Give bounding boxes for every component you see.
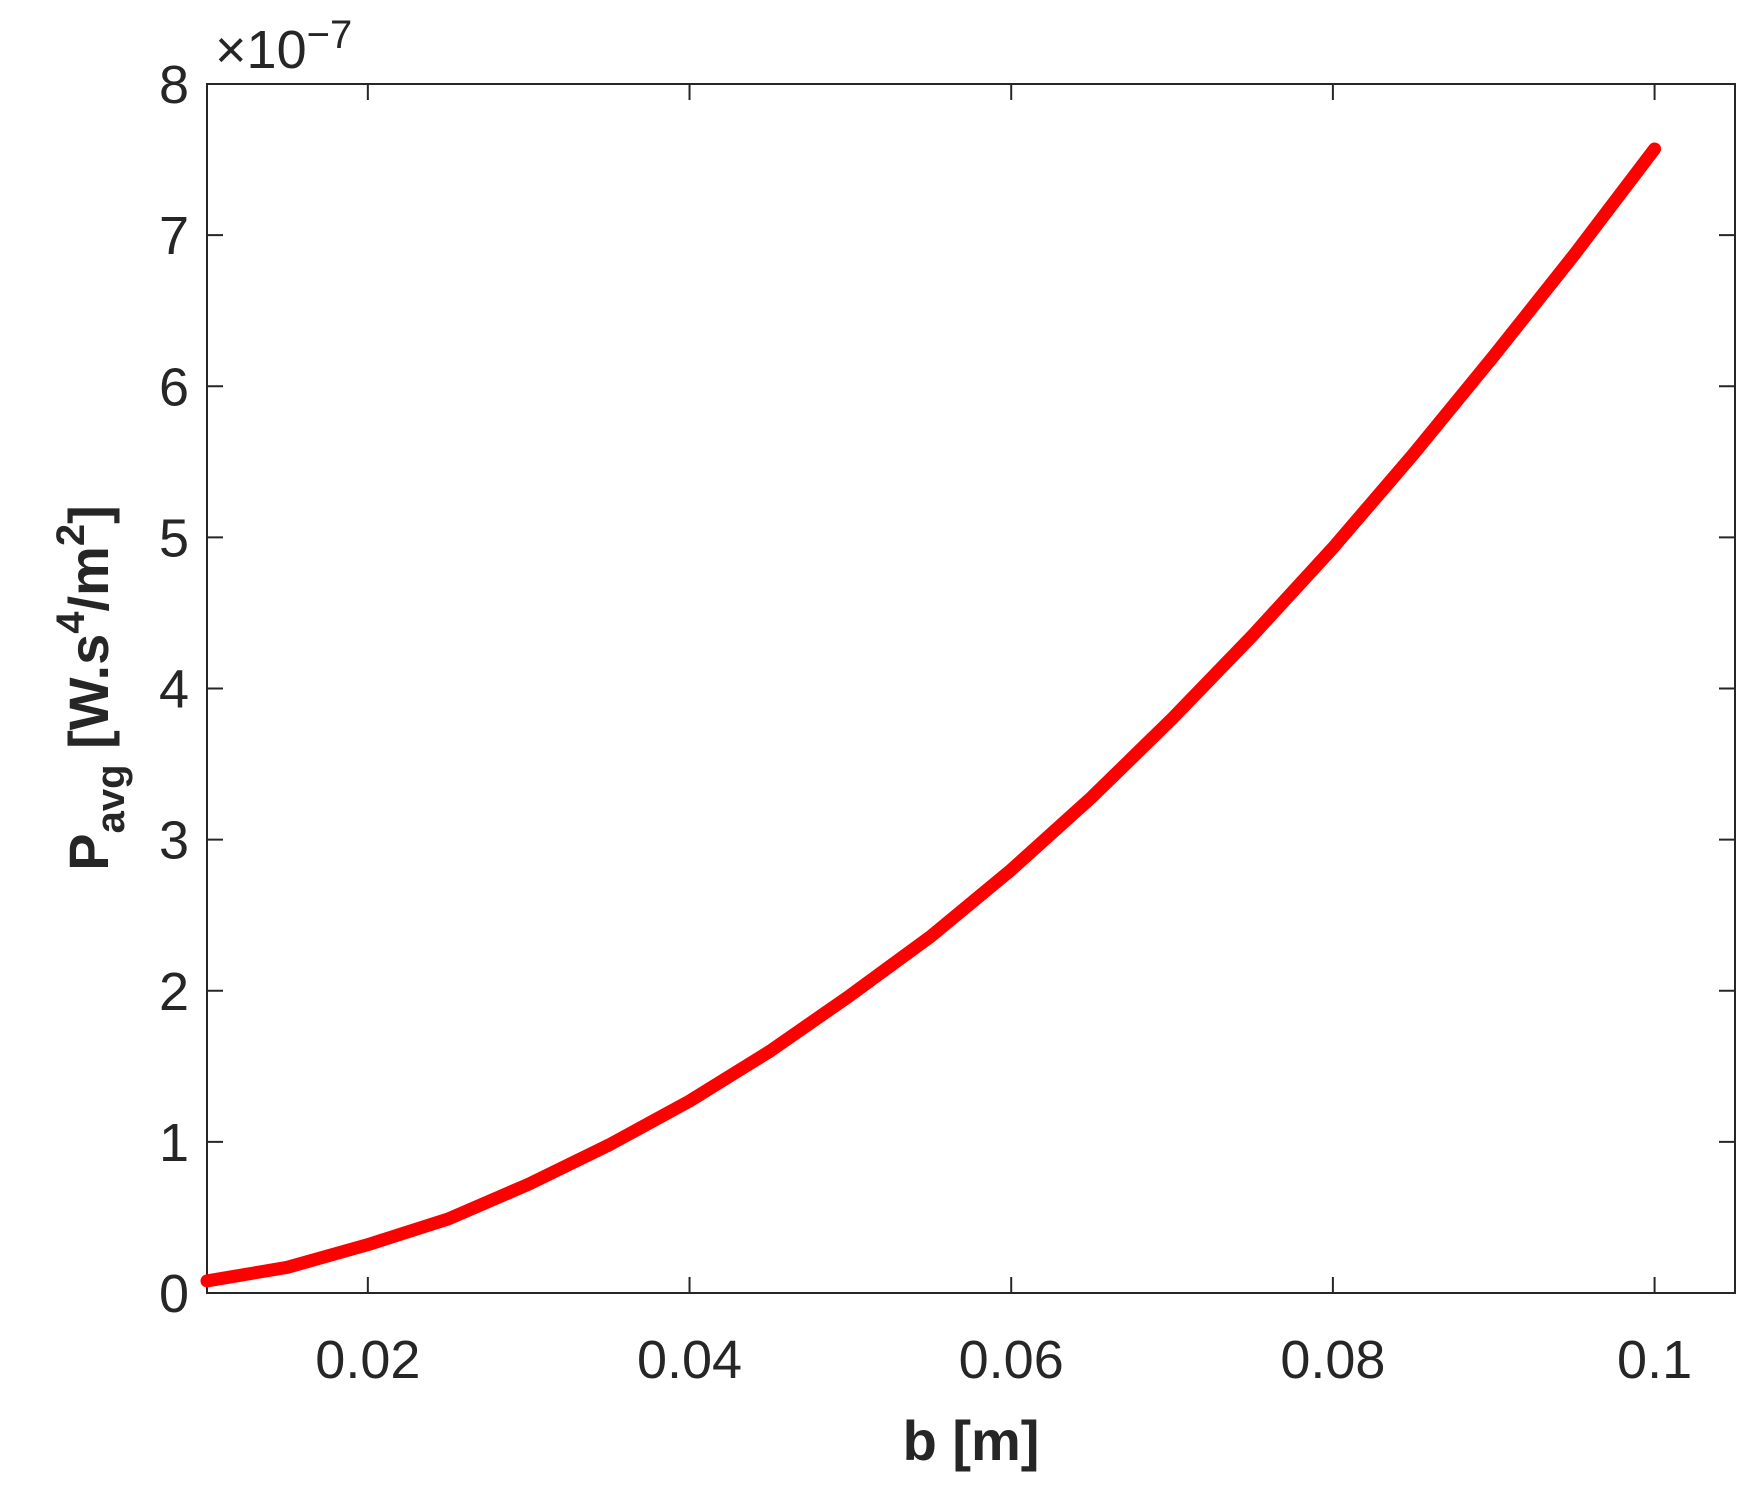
- x-tick-label: 0.1: [1617, 1330, 1692, 1390]
- y-label-part: 4: [49, 611, 93, 634]
- y-label-part: [W.s: [57, 634, 120, 765]
- multiplier-base: ×10: [215, 20, 307, 80]
- data-line: [200, 142, 1662, 1288]
- y-tick-label: 0: [159, 1264, 189, 1324]
- y-tick-label: 4: [159, 660, 189, 720]
- y-label-part: P: [57, 833, 120, 870]
- multiplier-exponent: −7: [307, 13, 353, 57]
- x-tick-label: 0.08: [1280, 1330, 1385, 1390]
- y-axis-label: Pavg [W.s4/m2]: [49, 505, 133, 871]
- y-label-part: 2: [49, 524, 93, 546]
- x-tick-label: 0.02: [315, 1330, 420, 1390]
- y-label-part: ]: [57, 505, 120, 524]
- y-tick-label: 8: [159, 55, 189, 115]
- y-tick-label: 5: [159, 508, 189, 568]
- plot-frame: [206, 83, 1736, 1294]
- y-label-part: /m: [57, 546, 120, 611]
- y-tick-label: 1: [159, 1113, 189, 1173]
- y-multiplier: ×10−7: [215, 13, 352, 80]
- y-tick-label: 7: [159, 206, 189, 266]
- y-tick-label: 3: [159, 811, 189, 871]
- x-tick-label: 0.04: [637, 1330, 742, 1390]
- y-label-part: avg: [89, 764, 133, 833]
- x-axis-label: b [m]: [903, 1409, 1040, 1472]
- x-tick-label: 0.06: [959, 1330, 1064, 1390]
- y-tick-label: 6: [159, 357, 189, 417]
- y-tick-label: 2: [159, 962, 189, 1022]
